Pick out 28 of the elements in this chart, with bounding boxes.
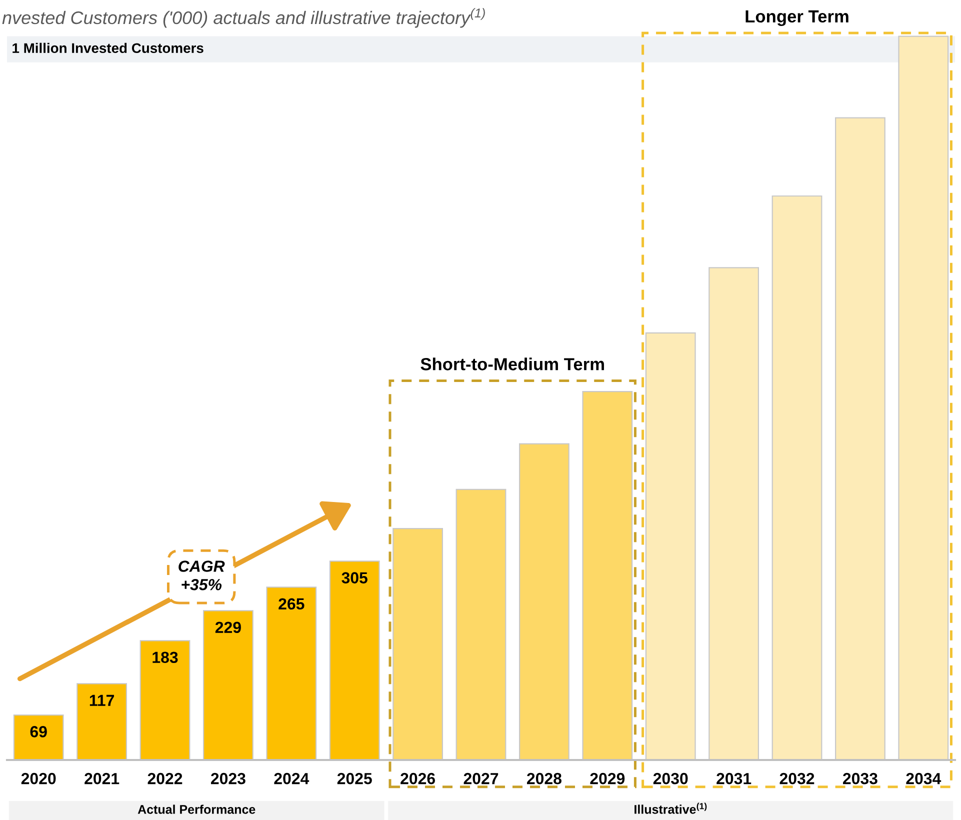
data-label: 305 — [342, 572, 368, 584]
text: Illustrative$^{(1)}$ — [634, 802, 707, 814]
text: Longer Term — [746, 10, 848, 26]
data-label: 229 — [215, 622, 241, 634]
x-tick-label: 2025 — [337, 772, 372, 784]
x-tick-label: 2030 — [653, 772, 688, 784]
text: Actual Performance — [138, 804, 256, 814]
x-tick-label: 2032 — [780, 772, 814, 784]
x-tick-label: 2027 — [464, 772, 498, 784]
data-label: 265 — [278, 598, 304, 610]
x-tick-label: 2022 — [148, 772, 182, 784]
annotation: CAGR +35% — [178, 560, 225, 590]
x-tick-label: 2021 — [84, 772, 120, 784]
x-tick-label: 2026 — [400, 772, 435, 784]
data-label: 117 — [90, 694, 114, 706]
data-label: 183 — [152, 652, 178, 664]
chart-title: nvested Customers ('000) actuals and illustrative trajectory$^{(1)}$ — [2, 8, 485, 28]
x-tick-label: 2034 — [906, 772, 942, 784]
annotation: Short-to-Medium Term — [420, 358, 604, 370]
x-tick-label: 2023 — [210, 772, 246, 784]
x-tick-label: 2031 — [716, 772, 752, 784]
x-tick-label: 2029 — [590, 772, 625, 784]
x-tick-label: 2033 — [842, 772, 878, 784]
band-label: 1 Million Invested Customers — [12, 42, 204, 54]
x-tick-label: 2028 — [526, 772, 562, 784]
x-tick-label: 2020 — [21, 772, 56, 784]
x-tick-label: 2024 — [274, 772, 310, 784]
data-label: 69 — [30, 726, 47, 738]
